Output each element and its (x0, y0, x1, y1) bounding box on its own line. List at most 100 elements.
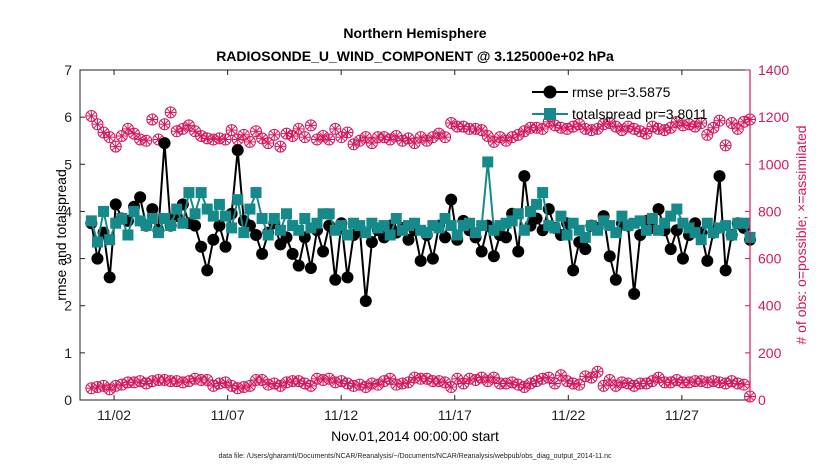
obs-marker (640, 127, 653, 140)
x-axis: 11/02 11/07 11/12 11/17 11/22 11/27 (97, 70, 699, 423)
totalspread-point (707, 227, 719, 239)
totalspread-point (128, 205, 140, 217)
totalspread-point (701, 217, 713, 229)
totalspread-point (488, 224, 500, 236)
obs-marker (378, 131, 391, 144)
left-tick-label: 4 (64, 203, 72, 219)
obs-marker (329, 376, 342, 389)
obs-marker (487, 135, 500, 148)
totalspread-point (726, 229, 738, 241)
obs-marker (323, 133, 336, 146)
rmse-point (146, 203, 159, 216)
obs-marker (280, 376, 293, 389)
rmse-point (109, 198, 122, 211)
obs-marker (512, 128, 525, 141)
totalspread-point (220, 210, 232, 222)
totalspread-point (470, 227, 482, 239)
obs-marker (341, 126, 354, 139)
totalspread-point (524, 205, 536, 217)
obs-marker (536, 122, 549, 135)
totalspread-point (146, 213, 158, 224)
totalspread-point (561, 229, 573, 241)
obs-marker (189, 125, 202, 138)
totalspread-point (720, 220, 732, 232)
obs-marker (573, 378, 586, 391)
totalspread-point (506, 215, 518, 227)
totalspread-point (85, 215, 97, 227)
obs-marker (707, 121, 720, 134)
totalspread-point (390, 213, 402, 224)
totalspread-point (732, 217, 744, 229)
totalspread-point (555, 210, 567, 222)
obs-marker (500, 134, 513, 147)
obs-marker (646, 375, 659, 388)
totalspread-point (579, 231, 591, 243)
totalspread-point (213, 198, 225, 210)
totalspread-point (165, 220, 177, 232)
rmse-point (402, 233, 415, 246)
obs-marker (292, 122, 305, 135)
totalspread-point (250, 187, 262, 199)
obs-marker (353, 134, 366, 147)
obs-marker (292, 375, 305, 388)
obs-marker (231, 133, 244, 146)
obs-marker (573, 118, 586, 131)
totalspread-series (85, 156, 756, 248)
obs-marker (469, 373, 482, 386)
totalspread-point (683, 222, 695, 234)
left-tick-label: 0 (64, 392, 72, 408)
x-tick-label: 11/12 (324, 407, 358, 423)
rmse-point (304, 262, 317, 274)
rmse-point (195, 240, 208, 253)
totalspread-point (372, 222, 384, 234)
left-tick-label: 6 (64, 109, 72, 125)
left-tick-label: 7 (64, 62, 72, 78)
rmse-point (664, 243, 677, 256)
rmse-point (134, 191, 147, 204)
totalspread-point (598, 215, 610, 227)
rmse-point (219, 240, 232, 253)
obs-marker (329, 122, 342, 135)
left-tick-label: 1 (64, 345, 72, 361)
obs-marker (408, 137, 421, 150)
obs-marker (548, 377, 561, 390)
rmse-point (91, 252, 104, 265)
totalspread-point (549, 222, 561, 234)
x-tick-label: 11/27 (665, 407, 699, 423)
totalspread-point (281, 208, 293, 220)
obs-marker (426, 131, 439, 144)
totalspread-point (585, 220, 597, 232)
obs-marker (146, 113, 159, 126)
obs-marker (451, 372, 464, 385)
totalspread-point (439, 213, 451, 224)
rmse-point (414, 254, 427, 267)
obs-marker (298, 131, 311, 144)
totalspread-point (323, 208, 335, 220)
obs-marker (365, 377, 378, 390)
obs-marker (250, 125, 263, 138)
totalspread-point (329, 224, 341, 236)
totalspread-point (378, 220, 390, 232)
rmse-point (103, 271, 116, 284)
totalspread-point (463, 217, 475, 229)
rmse-point (256, 247, 269, 260)
obs-marker (311, 133, 324, 146)
totalspread-point (402, 220, 414, 232)
totalspread-point (634, 215, 646, 227)
totalspread-point (592, 224, 604, 236)
totalspread-point (494, 220, 506, 232)
rmse-point (567, 264, 580, 277)
totalspread-point (616, 210, 628, 222)
totalspread-point (110, 217, 122, 229)
obs-marker (140, 134, 153, 147)
legend: rmse pr=3.5875 totalspread pr=3.8011 (532, 84, 708, 122)
totalspread-point (232, 194, 244, 206)
obs-marker (317, 373, 330, 386)
left-tick-label: 5 (64, 156, 72, 172)
obs-marker (463, 372, 476, 385)
totalspread-point (512, 208, 524, 220)
obs-marker (347, 138, 360, 151)
totalspread-point (409, 217, 421, 229)
totalspread-point (238, 227, 250, 239)
totalspread-point (695, 234, 707, 246)
